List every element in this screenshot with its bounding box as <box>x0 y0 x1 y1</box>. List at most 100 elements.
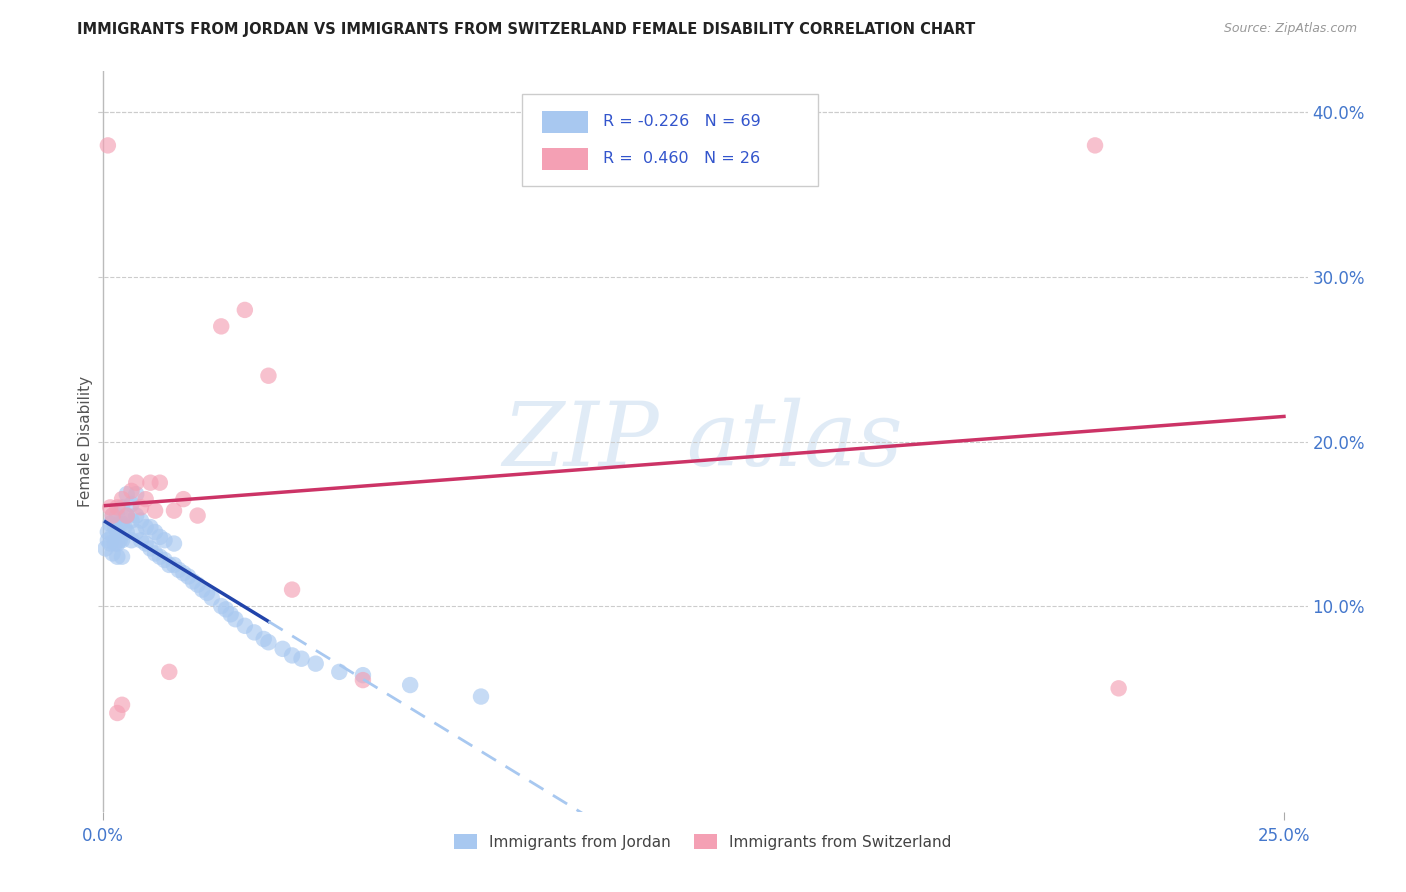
Y-axis label: Female Disability: Female Disability <box>77 376 93 508</box>
Point <box>153 533 176 548</box>
Point <box>97 524 120 539</box>
Point <box>135 536 157 550</box>
Point <box>1084 138 1107 153</box>
Point <box>111 549 134 564</box>
Point <box>105 508 128 523</box>
Text: ZIP atlas: ZIP atlas <box>503 398 903 485</box>
Point <box>112 520 135 534</box>
Legend: Immigrants from Jordan, Immigrants from Switzerland: Immigrants from Jordan, Immigrants from … <box>449 828 957 856</box>
FancyBboxPatch shape <box>522 94 818 186</box>
Point <box>470 690 492 704</box>
FancyBboxPatch shape <box>543 111 588 133</box>
Point <box>111 500 134 515</box>
Point <box>1108 681 1130 696</box>
Point <box>352 673 374 687</box>
Text: R = -0.226   N = 69: R = -0.226 N = 69 <box>603 114 761 129</box>
Point <box>305 657 328 671</box>
Point <box>177 569 200 583</box>
Point <box>121 497 143 511</box>
Point <box>105 500 128 515</box>
Point <box>157 558 180 572</box>
Point <box>104 520 127 534</box>
Text: Source: ZipAtlas.com: Source: ZipAtlas.com <box>1223 22 1357 36</box>
Point <box>105 524 128 539</box>
Point <box>111 533 134 548</box>
Point <box>135 520 157 534</box>
Point <box>157 665 180 679</box>
Point <box>139 541 162 556</box>
Point <box>115 487 138 501</box>
Point <box>104 536 127 550</box>
Point <box>271 641 294 656</box>
Point <box>243 625 266 640</box>
Point <box>328 665 350 679</box>
Point <box>97 533 120 548</box>
FancyBboxPatch shape <box>543 147 588 169</box>
Point <box>125 487 148 501</box>
Point <box>352 668 374 682</box>
Point <box>257 635 280 649</box>
Point <box>233 619 256 633</box>
Point <box>115 524 138 539</box>
Point <box>108 533 131 548</box>
Point <box>149 549 172 564</box>
Point <box>163 536 186 550</box>
Point <box>115 508 138 523</box>
Point <box>253 632 276 646</box>
Point <box>98 536 121 550</box>
Point <box>195 586 218 600</box>
Point <box>101 528 124 542</box>
Point <box>290 651 312 665</box>
Point <box>105 549 128 564</box>
Point <box>129 514 152 528</box>
Point <box>399 678 422 692</box>
Point <box>129 533 152 548</box>
Point <box>97 138 120 153</box>
Point <box>98 500 121 515</box>
Point <box>209 599 232 613</box>
Point <box>98 516 121 531</box>
Point <box>172 566 194 581</box>
Point <box>181 574 204 589</box>
Point <box>111 516 134 531</box>
Point <box>209 319 232 334</box>
Point <box>215 602 238 616</box>
Point <box>135 492 157 507</box>
Point <box>281 648 304 663</box>
Point <box>201 591 224 605</box>
Point <box>105 536 128 550</box>
Point <box>139 475 162 490</box>
Point <box>191 582 214 597</box>
Point <box>257 368 280 383</box>
Point <box>219 607 242 622</box>
Point <box>121 483 143 498</box>
Text: IMMIGRANTS FROM JORDAN VS IMMIGRANTS FROM SWITZERLAND FEMALE DISABILITY CORRELAT: IMMIGRANTS FROM JORDAN VS IMMIGRANTS FRO… <box>77 22 976 37</box>
Point <box>281 582 304 597</box>
Point <box>101 546 124 560</box>
Point <box>121 514 143 528</box>
Point <box>115 508 138 523</box>
Point <box>125 524 148 539</box>
Point <box>108 516 131 531</box>
Point <box>125 508 148 523</box>
Point <box>187 577 209 591</box>
Point <box>172 492 194 507</box>
Point <box>139 520 162 534</box>
Point <box>121 533 143 548</box>
Point <box>153 553 176 567</box>
Text: R =  0.460   N = 26: R = 0.460 N = 26 <box>603 152 759 166</box>
Point <box>187 508 209 523</box>
Point <box>163 503 186 517</box>
Point <box>94 541 117 556</box>
Point <box>163 558 186 572</box>
Point <box>167 563 190 577</box>
Point <box>143 503 166 517</box>
Point <box>125 475 148 490</box>
Point <box>105 706 128 720</box>
Point <box>111 698 134 712</box>
Point <box>101 508 124 523</box>
Point <box>233 302 256 317</box>
Point <box>143 524 166 539</box>
Point <box>143 546 166 560</box>
Point <box>149 530 172 544</box>
